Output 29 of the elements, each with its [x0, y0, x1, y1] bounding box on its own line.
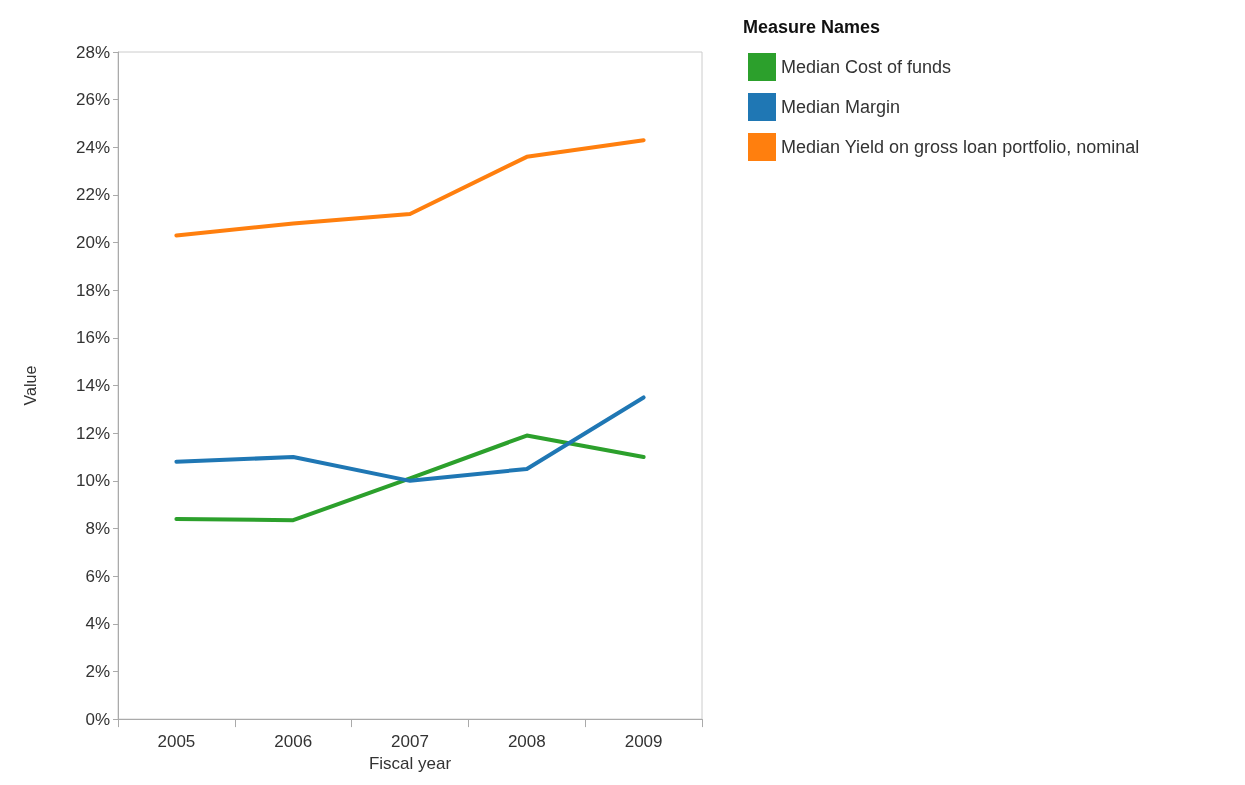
- legend-label: Median Margin: [781, 97, 901, 117]
- y-tick-label: 28%: [75, 42, 110, 62]
- y-tick-label: 24%: [75, 137, 110, 157]
- y-tick-label: 4%: [85, 614, 110, 634]
- line-series: [174, 433, 646, 523]
- y-tick-label: 14%: [75, 376, 110, 396]
- y-tick-label: 10%: [75, 471, 110, 491]
- x-tick-label: 2006: [274, 732, 313, 752]
- x-tick-label: 2007: [391, 732, 429, 752]
- y-tick-label: 8%: [85, 519, 110, 538]
- y-tick-label: 6%: [85, 566, 110, 586]
- legend-title: Measure Names: [743, 17, 881, 37]
- x-tick-label: 2005: [157, 732, 196, 752]
- y-tick-label: 20%: [75, 233, 110, 253]
- y-tick-label: 2%: [85, 661, 110, 681]
- line-series: [174, 138, 646, 238]
- line-series: [174, 395, 646, 483]
- y-tick-label: 16%: [75, 328, 110, 348]
- x-tick-label: 2008: [507, 732, 546, 752]
- y-tick-label: 26%: [75, 90, 110, 110]
- y-tick-label: 0%: [85, 709, 110, 729]
- y-tick-label: 22%: [75, 185, 110, 205]
- legend-label: Median Yield on gross loan portfolio, nominal: [781, 137, 1140, 157]
- x-tick-label: 2009: [624, 732, 663, 752]
- legend-label: Median Cost of funds: [781, 57, 952, 77]
- x-axis-title: Fiscal year: [368, 754, 452, 773]
- y-tick-label: 18%: [75, 280, 110, 300]
- y-tick-label: 12%: [75, 423, 110, 443]
- y-axis-title: Value: [21, 365, 39, 406]
